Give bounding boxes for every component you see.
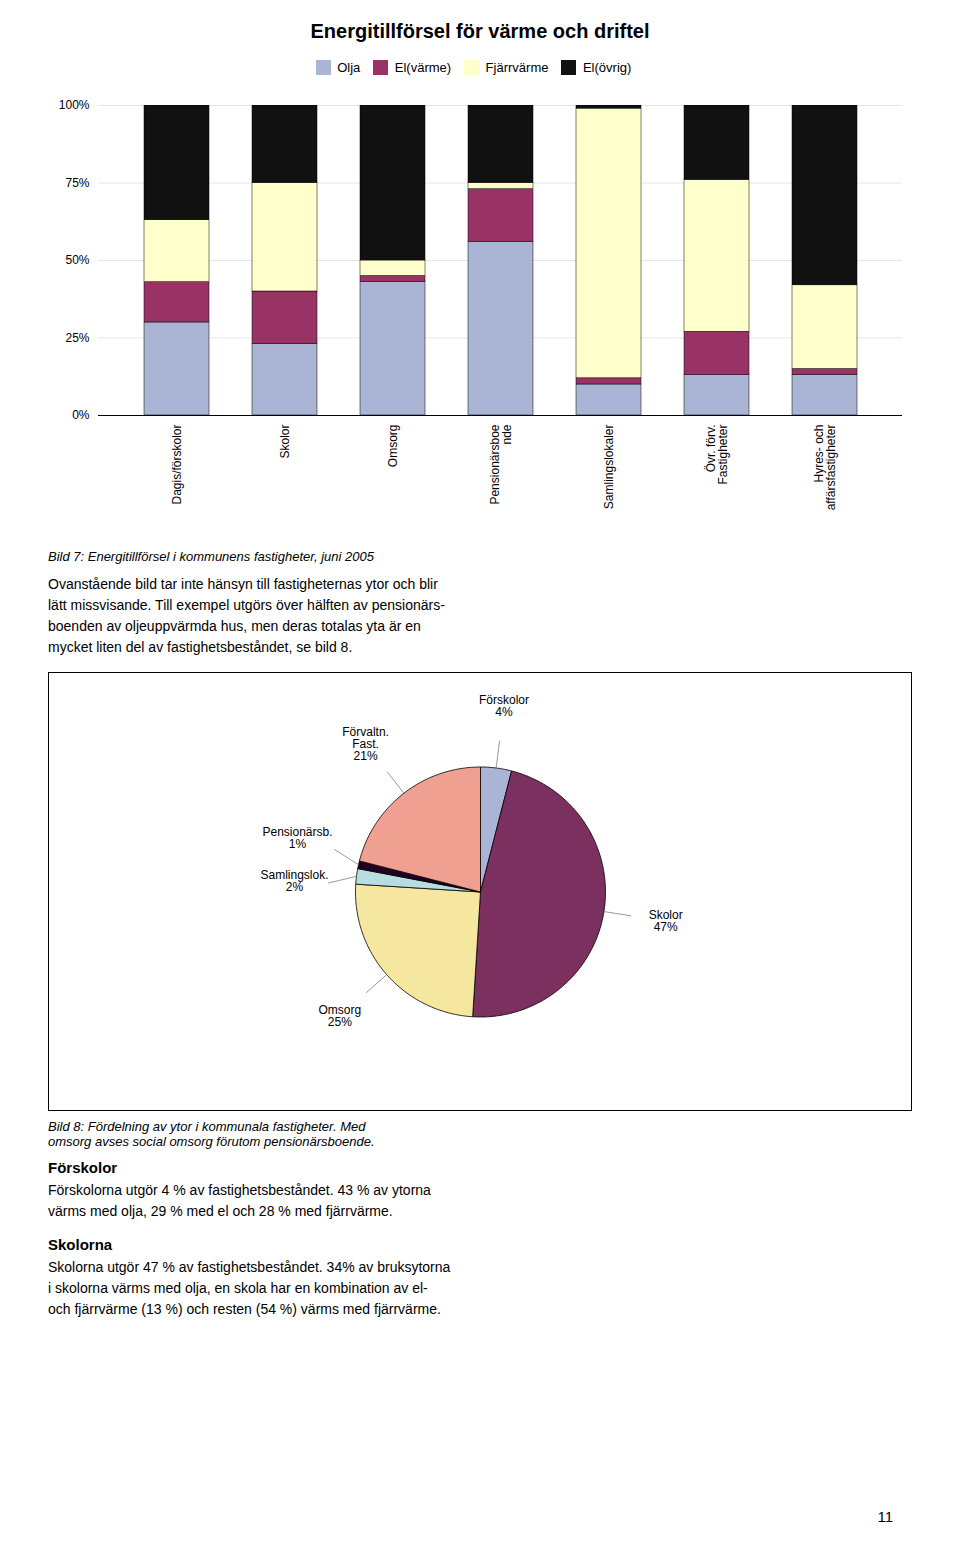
html-text:Energitillförsel för värme och: Energitillförsel för värme och driftel <box>310 20 650 42</box>
html-text:Bild 8: Fördelning av ytor i k: Bild 8: Fördelning av ytor i kommunala f… <box>48 1118 375 1149</box>
svg-text:50%: 50% <box>65 253 89 267</box>
svg-text:Pensionärsboende: Pensionärsboende <box>488 424 514 504</box>
svg-text:Förvaltn.Fast.21%: Förvaltn.Fast.21% <box>342 724 389 762</box>
svg-text:Dagis/förskolor: Dagis/förskolor <box>170 424 184 504</box>
html-text:El(övrig): El(övrig) <box>583 60 632 75</box>
svg-text:Skolor47%: Skolor47% <box>649 908 683 934</box>
svg-text:Omsorg25%: Omsorg25% <box>319 1002 362 1028</box>
html-text:El(värme): El(värme) <box>394 60 452 75</box>
svg-text:Övr. förv.Fastigheter: Övr. förv.Fastigheter <box>704 424 730 484</box>
svg-text:Samlingslok.2%: Samlingslok.2% <box>260 867 328 893</box>
svg-text:Pensionärsb.1%: Pensionärsb.1% <box>262 825 332 851</box>
svg-text:Samlingslokaler: Samlingslokaler <box>602 424 616 509</box>
html-text:Förskolorna utgör 4 % av fasti: Förskolorna utgör 4 % av fastighetsbestå… <box>48 1181 431 1219</box>
svg-text:25%: 25% <box>65 330 89 344</box>
html-text:Bild 7: Energitillförsel i kom: Bild 7: Energitillförsel i kommunens fas… <box>48 548 374 564</box>
svg-text:Förskolor4%: Förskolor4% <box>479 692 529 718</box>
html-text:Olja: Olja <box>337 60 361 75</box>
html-text:Skolorna: Skolorna <box>48 1235 113 1253</box>
svg-text:75%: 75% <box>65 175 89 189</box>
svg-text:Skolor: Skolor <box>278 424 292 458</box>
html-text:Fjärrvärme: Fjärrvärme <box>485 60 549 75</box>
svg-text:0%: 0% <box>72 408 90 422</box>
svg-text:Omsorg: Omsorg <box>386 424 400 467</box>
html-text:Förskolor: Förskolor <box>48 1158 118 1176</box>
html-text:11: 11 <box>877 1508 893 1525</box>
svg-text:100%: 100% <box>59 98 90 112</box>
svg-text:Hyres- ochaffärsfastigheter: Hyres- ochaffärsfastigheter <box>812 424 838 510</box>
html-text:Skolorna utgör 47 % av fastigh: Skolorna utgör 47 % av fastighetsbestånd… <box>48 1258 451 1317</box>
html-text:Ovanstående bild tar inte häns: Ovanstående bild tar inte hänsyn till fa… <box>48 575 445 655</box>
